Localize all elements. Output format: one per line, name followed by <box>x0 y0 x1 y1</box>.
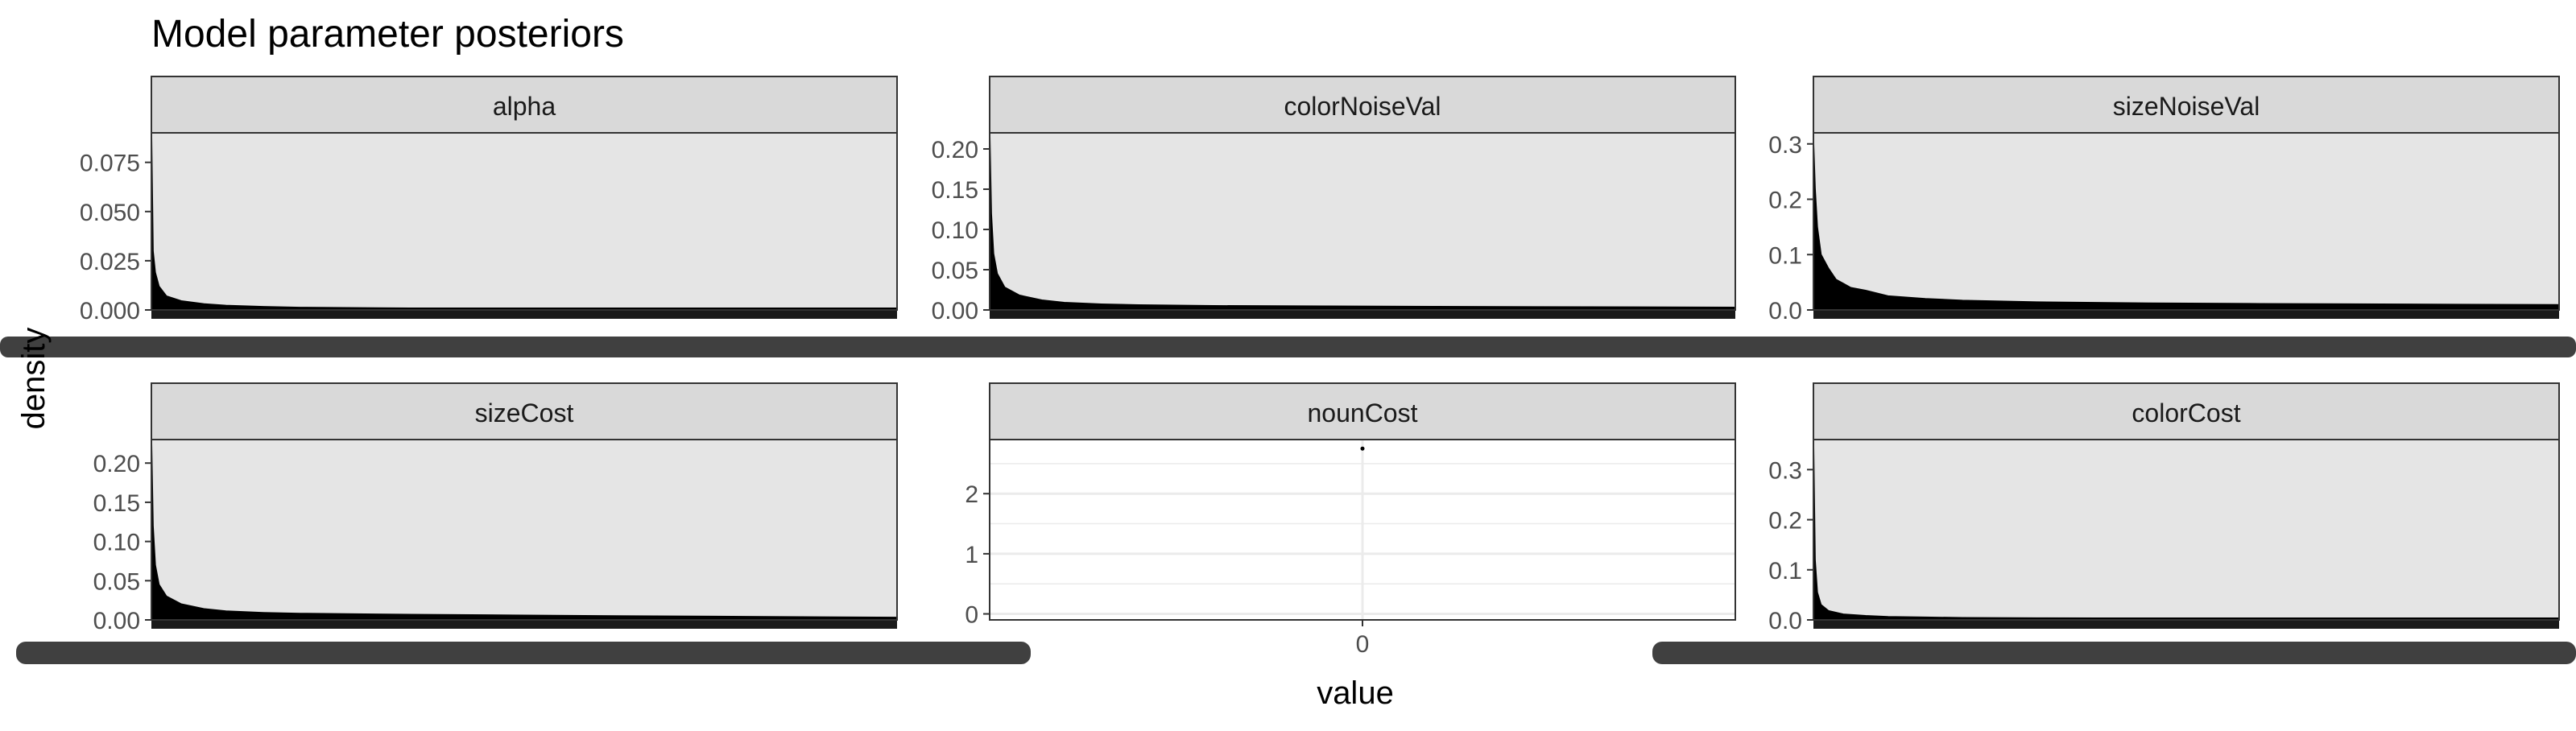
y-axis-title: density <box>16 328 52 430</box>
x-axis-title: value <box>1317 675 1394 711</box>
panel-border-colorcost <box>1813 439 2560 621</box>
strip-label-alpha: alpha <box>493 92 556 121</box>
panel-bg-colorcost <box>1813 440 2559 620</box>
x-tick-band-sizecost <box>151 621 897 629</box>
y-tick-label: 0.20 <box>932 137 978 163</box>
strip-sizenoiseval <box>1813 76 2560 134</box>
density-area-colornoiseval <box>989 136 1736 311</box>
y-tick-label: 0.15 <box>93 490 140 517</box>
y-tick-label: 1 <box>965 542 978 568</box>
y-tick-label: 0.025 <box>80 249 140 275</box>
panel-bg-colornoiseval <box>990 133 1735 310</box>
strip-nouncost <box>989 382 1736 440</box>
strip-label-sizecost: sizeCost <box>475 399 574 427</box>
y-tick-label: 0.3 <box>1768 457 1802 484</box>
x-tick-band-alpha <box>151 311 897 319</box>
strip-label-nouncost: nounCost <box>1308 399 1418 427</box>
y-tick-label: 0.1 <box>1768 242 1802 269</box>
x-tick-labels-overlap-sizecost <box>16 642 1031 664</box>
y-tick-label: 2 <box>965 481 978 508</box>
y-tick-label: 0.10 <box>932 217 978 244</box>
strip-label-sizenoiseval: sizeNoiseVal <box>2113 92 2260 121</box>
panel-bg-alpha <box>151 133 897 310</box>
x-tick-band-colorcost <box>1813 621 2559 629</box>
y-tick-label: 0.2 <box>1768 508 1802 535</box>
panel-border-sizecost <box>151 439 898 621</box>
y-tick-label: 0.050 <box>80 200 140 226</box>
y-tick-label: 0.075 <box>80 151 140 177</box>
data-point <box>1360 446 1365 451</box>
y-tick-label: 0.00 <box>93 608 140 634</box>
y-tick-label: 0.20 <box>93 451 140 477</box>
y-tick-label: 0.0 <box>1768 298 1802 324</box>
strip-label-colorcost: colorCost <box>2132 399 2240 427</box>
facet-alpha: alpha 0.000 0.025 0.050 0.075 <box>80 76 898 324</box>
x-tick-label: 0 <box>1356 631 1370 658</box>
panel-bg-sizecost <box>151 440 897 620</box>
y-tick-label: 0.15 <box>932 177 978 204</box>
y-tick-label: 0.0 <box>1768 608 1802 634</box>
panel-bg-sizenoiseval <box>1813 133 2559 310</box>
facet-nouncost: nounCost 0 1 2 0 <box>965 382 1736 658</box>
y-tick-label: 0.00 <box>932 298 978 324</box>
strip-sizecost <box>151 382 898 440</box>
y-tick-label: 0.2 <box>1768 188 1802 214</box>
y-tick-label: 0.05 <box>932 258 978 284</box>
y-tick-label: 0.000 <box>80 298 140 324</box>
facet-sizenoiseval: sizeNoiseVal 0.0 0.1 0.2 0.3 <box>1768 76 2560 324</box>
y-tick-label: 0.1 <box>1768 558 1802 584</box>
x-tick-band-sizenoiseval <box>1813 311 2559 319</box>
panel-border-sizenoiseval <box>1813 132 2560 311</box>
x-tick-labels-overlap-colorcost <box>1652 642 2576 664</box>
facet-sizecost: sizeCost 0.00 0.05 0.10 0.15 0.20 <box>93 382 898 634</box>
y-tick-label: 0.10 <box>93 530 140 556</box>
strip-alpha <box>151 76 898 134</box>
facet-colorcost: colorCost 0.0 0.1 0.2 0.3 <box>1768 382 2560 634</box>
panel-border-colornoiseval <box>989 132 1736 311</box>
chart-title: Model parameter posteriors <box>151 13 624 56</box>
density-area-sizecost <box>151 443 898 621</box>
facet-colornoiseval: colorNoiseVal 0.00 0.05 0.10 0.15 0.20 <box>932 76 1736 324</box>
x-tick-band-colornoiseval <box>990 311 1735 319</box>
x-tick-labels-overlap-row1 <box>0 337 2576 357</box>
y-tick-label: 0 <box>965 602 978 629</box>
y-tick-label: 0.05 <box>93 568 140 595</box>
density-area-sizenoiseval <box>1813 143 2560 311</box>
panel-border-alpha <box>151 132 898 311</box>
strip-colornoiseval <box>989 76 1736 134</box>
strip-colorcost <box>1813 382 2560 440</box>
y-tick-label: 0.3 <box>1768 132 1802 159</box>
strip-label-colornoiseval: colorNoiseVal <box>1284 92 1441 121</box>
